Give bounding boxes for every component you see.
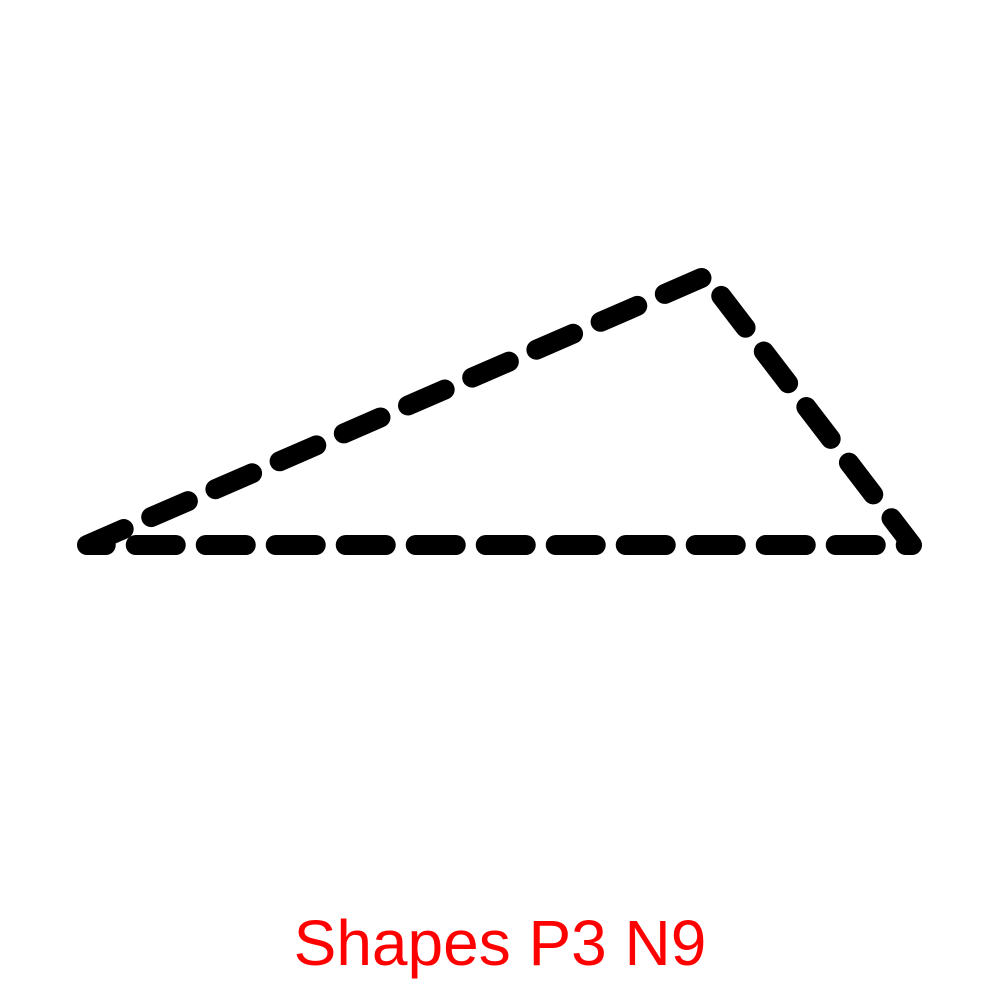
shape-caption: Shapes P3 N9 — [293, 907, 707, 979]
dashed-triangle — [77, 266, 922, 555]
